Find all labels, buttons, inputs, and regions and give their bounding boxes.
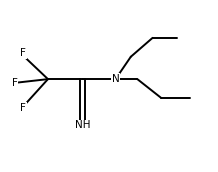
Text: N: N: [112, 74, 119, 84]
Text: F: F: [12, 78, 17, 88]
Text: F: F: [20, 49, 26, 58]
Text: F: F: [20, 103, 26, 113]
Text: NH: NH: [75, 120, 91, 130]
